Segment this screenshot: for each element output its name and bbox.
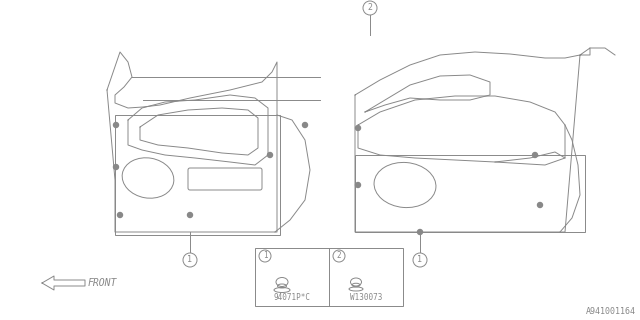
Text: W130073: W130073 — [350, 293, 382, 302]
Bar — [255, 248, 403, 306]
Text: FRONT: FRONT — [88, 278, 117, 288]
Circle shape — [538, 203, 543, 207]
Circle shape — [417, 229, 422, 235]
Circle shape — [303, 123, 307, 127]
Circle shape — [118, 212, 122, 218]
Text: 1: 1 — [417, 255, 422, 265]
Text: 1: 1 — [188, 255, 193, 265]
Text: A941001164: A941001164 — [586, 307, 636, 316]
Circle shape — [113, 123, 118, 127]
Circle shape — [113, 164, 118, 170]
Circle shape — [188, 212, 193, 218]
Text: 2: 2 — [337, 252, 341, 260]
Circle shape — [268, 153, 273, 157]
Circle shape — [532, 153, 538, 157]
Text: 94071P*C: 94071P*C — [273, 293, 310, 302]
Text: 1: 1 — [262, 252, 268, 260]
Text: 2: 2 — [367, 4, 372, 12]
Circle shape — [355, 125, 360, 131]
Bar — [115, 115, 280, 235]
Circle shape — [355, 182, 360, 188]
Bar — [355, 155, 585, 232]
